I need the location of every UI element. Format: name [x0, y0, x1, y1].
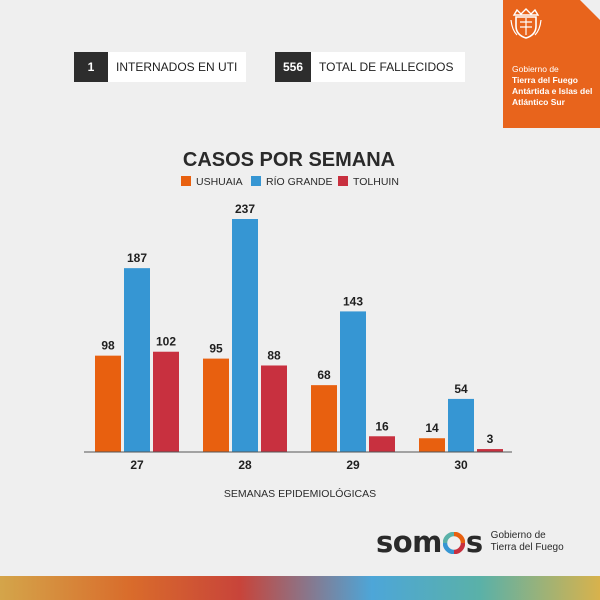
bar-week27-2	[153, 351, 179, 452]
bar-value-week30-2: 3	[487, 432, 494, 446]
bar-week28-1	[232, 219, 258, 452]
bar-week30-2	[477, 449, 503, 452]
stat-fallecidos-label: TOTAL DE FALLECIDOS	[311, 52, 465, 82]
stat-internados-value: 1	[74, 52, 108, 82]
legend-swatch-1	[251, 176, 261, 186]
bar-week28-2	[261, 365, 287, 452]
bar-value-week28-1: 237	[235, 202, 255, 216]
legend-label-1: RÍO GRANDE	[266, 175, 333, 188]
province-crest-icon	[510, 8, 542, 39]
somos-logo: som s Gobierno de Tierra del Fuego	[376, 524, 564, 560]
bar-value-week28-2: 88	[267, 348, 281, 362]
somos-subtitle-line1: Gobierno de	[490, 530, 546, 541]
government-name-line1: Gobierno de	[512, 64, 559, 74]
bar-value-week27-0: 98	[101, 339, 115, 353]
bar-week27-1	[124, 268, 150, 452]
bar-week28-0	[203, 358, 229, 452]
bar-value-week29-2: 16	[375, 419, 389, 433]
bar-value-week27-2: 102	[156, 335, 176, 349]
government-badge: Gobierno de Tierra del Fuego Antártida e…	[503, 0, 600, 128]
bar-week30-1	[448, 398, 474, 452]
bar-week27-0	[95, 355, 121, 452]
legend-swatch-2	[338, 176, 348, 186]
bar-week29-2	[369, 436, 395, 452]
chart-bars: 98 187 102 95 237 88 68 143 16 14 54 3	[95, 202, 503, 452]
chart-legend: USHUAIA RÍO GRANDE TOLHUIN	[181, 175, 399, 188]
x-axis-ticks: 27 28 29 30	[130, 458, 468, 472]
bar-value-week29-1: 143	[343, 294, 363, 308]
bar-week29-1	[340, 311, 366, 452]
x-tick-label-30: 30	[454, 458, 468, 472]
government-name-line2: Tierra del Fuego Antártida e Islas del A…	[512, 75, 593, 107]
legend-label-2: TOLHUIN	[353, 176, 399, 188]
bar-value-week30-1: 54	[454, 382, 468, 396]
somos-wordmark: som s	[376, 525, 483, 559]
bar-value-week27-1: 187	[127, 251, 147, 265]
government-name: Gobierno de Tierra del Fuego Antártida e…	[512, 64, 598, 108]
x-tick-label-29: 29	[346, 458, 360, 472]
bar-value-week28-0: 95	[209, 342, 223, 356]
stat-internados-label: INTERNADOS EN UTI	[108, 52, 246, 82]
bar-value-week30-0: 14	[425, 421, 439, 435]
somos-wordmark-left: som	[376, 525, 442, 559]
somos-subtitle-line2: Tierra del Fuego	[490, 542, 564, 553]
bar-week30-0	[419, 438, 445, 452]
stat-fallecidos-value: 556	[275, 52, 311, 82]
x-tick-label-27: 27	[130, 458, 144, 472]
somos-ring-icon	[442, 532, 465, 554]
bar-value-week29-0: 68	[317, 368, 331, 382]
legend-label-0: USHUAIA	[196, 176, 243, 188]
somos-wordmark-right: s	[465, 525, 483, 559]
chart-title: CASOS POR SEMANA	[183, 149, 395, 171]
x-axis-title: SEMANAS EPIDEMIOLÓGICAS	[224, 487, 376, 500]
footer-color-strip	[0, 576, 600, 600]
x-tick-label-28: 28	[238, 458, 252, 472]
page-fold-corner	[580, 0, 600, 20]
bar-week29-0	[311, 385, 337, 452]
legend-swatch-0	[181, 176, 191, 186]
stat-fallecidos: 556 TOTAL DE FALLECIDOS	[275, 52, 465, 82]
stat-internados: 1 INTERNADOS EN UTI	[74, 52, 246, 82]
somos-subtitle: Gobierno de Tierra del Fuego	[491, 530, 564, 554]
